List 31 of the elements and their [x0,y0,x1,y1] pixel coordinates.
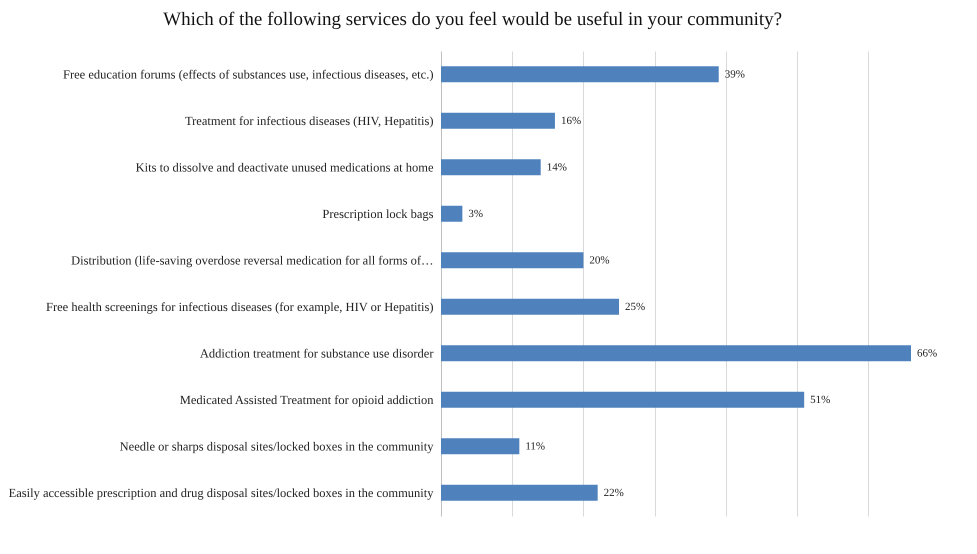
bar [441,66,719,82]
y-tick-label: Distribution (life-saving overdose reversal medication for all forms of… [71,253,434,268]
chart-title: Which of the following services do you feel would be useful in your community? [163,9,782,30]
bar [441,112,555,129]
bar [441,252,584,268]
y-tick-label: Prescription lock bags [322,206,434,221]
y-tick-label: Needle or sharps disposal sites/locked boxes in the community [120,439,434,454]
bar [441,392,804,408]
data-label: 3% [468,208,484,220]
data-label: 16% [560,114,582,127]
y-tick-label: Addiction treatment for substance use disorder [200,346,434,360]
y-tick-label: Easily accessible prescription and drug disposal sites/locked boxes in the community [8,486,434,500]
bar [441,484,598,501]
data-label: 20% [589,254,610,266]
y-tick-label: Free education forums (effects of substances use, infectious diseases, etc.) [63,67,434,82]
data-label: 51% [810,394,830,406]
bar [441,298,620,315]
data-label: 25% [625,300,646,313]
y-tick-label: Treatment for infectious diseases (HIV, Hepatitis) [184,114,434,128]
data-label: 11% [525,440,546,452]
y-tick-label: Medicated Assisted Treatment for opioid addiction [180,392,434,407]
y-tick-label: Free health screenings for infectious diseases (for example, HIV or Hepatitis) [46,300,434,314]
data-label: 22% [604,486,624,499]
bar [441,438,520,454]
bar [441,345,911,362]
bar [441,206,462,222]
data-label: 39% [724,68,745,80]
data-label: 66% [917,347,938,360]
data-label: 14% [546,161,567,174]
bar [441,159,541,176]
y-tick-label: Kits to dissolve and deactivate unused medications at home [136,160,434,174]
